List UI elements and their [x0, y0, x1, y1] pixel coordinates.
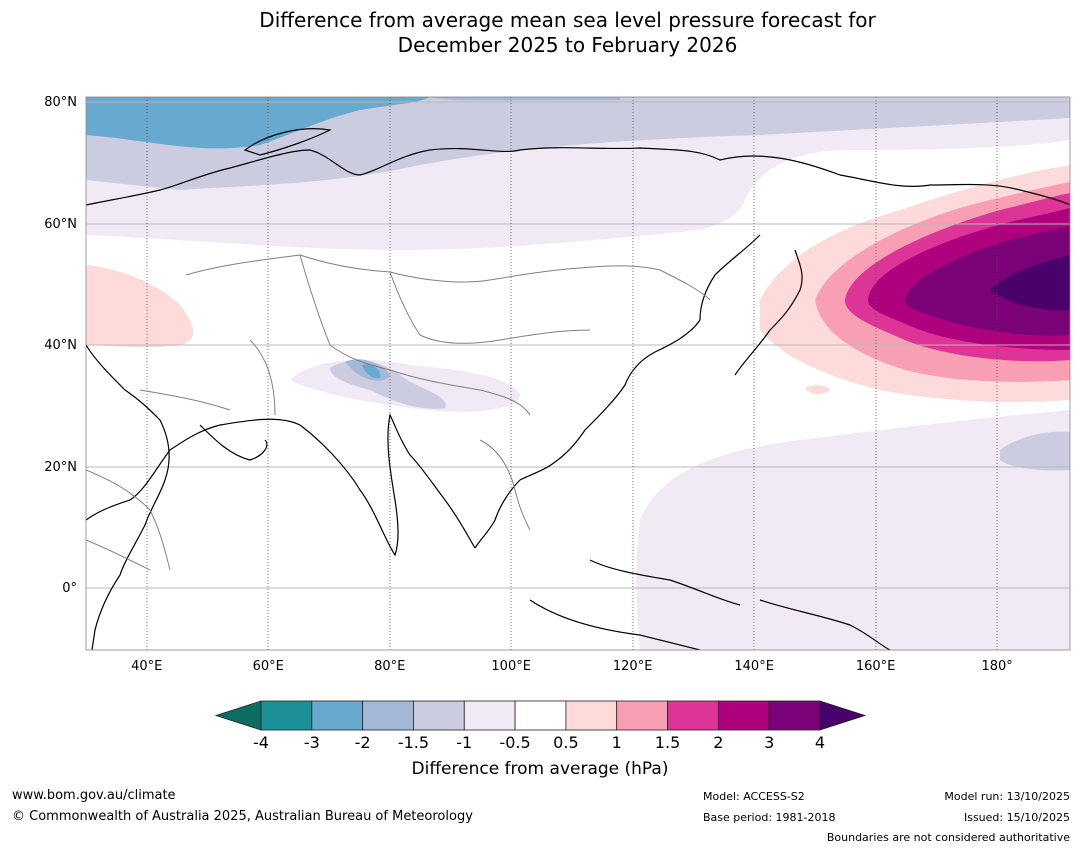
country-borders: [86, 254, 711, 571]
title-line-1: Difference from average mean sea level p…: [259, 8, 876, 32]
colorbar-tick-label: 3: [764, 733, 775, 752]
latitude-label: 20°N: [44, 459, 77, 475]
coastlines: [86, 128, 1070, 650]
model-name: Model: ACCESS-S2: [703, 790, 805, 803]
colorbar-bin: [413, 700, 465, 731]
colorbar-bin: [514, 700, 567, 731]
colorbar-bin: [311, 700, 364, 731]
title-line-2: December 2025 to February 2026: [397, 33, 738, 57]
colorbar-bin: [463, 700, 516, 731]
colorbar-tick-label: 2: [713, 733, 724, 752]
longitude-label: 100°E: [491, 659, 531, 674]
map-frame: [85, 96, 1071, 651]
colorbar-bin: [362, 700, 414, 731]
copyright-text: © Commonwealth of Australia 2025, Austra…: [12, 809, 473, 824]
latitude-label: 0°: [62, 581, 77, 597]
latitude-label: 40°N: [44, 338, 77, 354]
pressure-anomaly-shading: [86, 97, 1070, 650]
longitude-label: 120°E: [612, 659, 653, 674]
latitude-gridlines: [86, 101, 1070, 589]
colorbar-arrow-low: [214, 700, 262, 731]
colorbar-bin: [667, 700, 719, 731]
colorbar-tick-label: 0.5: [553, 733, 579, 752]
colorbar-bin: [565, 700, 618, 731]
colorbar-bin: [616, 700, 668, 731]
colorbar-bin: [768, 700, 821, 731]
longitude-label: 180°: [981, 659, 1013, 674]
longitude-label: 140°E: [734, 659, 774, 674]
map: [85, 96, 1071, 651]
colorbar-tick-label: 1.5: [654, 733, 681, 752]
colorbar-tick-label: -1: [456, 733, 473, 752]
issued-date: Issued: 15/10/2025: [963, 811, 1070, 824]
longitude-label: 40°E: [131, 659, 163, 674]
colorbar-tick-label: -4: [253, 733, 269, 752]
colorbar-tick-label: -2: [354, 733, 371, 752]
map-title: Difference from average mean sea level p…: [0, 8, 1081, 58]
colorbar-tick-label: -1.5: [397, 733, 430, 752]
model-run-date: Model run: 13/10/2025: [944, 790, 1070, 803]
longitude-label: 60°E: [252, 659, 284, 674]
colorbar-bin: [260, 700, 313, 731]
colorbar-label: Difference from average (hPa): [411, 759, 669, 779]
colorbar-tick-label: 4: [814, 733, 826, 752]
base-period: Base period: 1981-2018: [703, 811, 836, 824]
latitude-label: 80°N: [44, 95, 77, 111]
colorbar-tick-label: -3: [303, 733, 320, 752]
colorbar-bin: [717, 700, 770, 731]
colorbar-tick-label: -0.5: [499, 733, 531, 752]
longitude-gridlines: [146, 97, 998, 650]
latitude-label: 60°N: [44, 216, 77, 232]
colorbar-arrow-high: [819, 700, 867, 731]
boundaries-disclaimer: Boundaries are not considered authoritat…: [826, 831, 1070, 844]
colorbar-tick-label: 1: [611, 733, 622, 752]
longitude-label: 80°E: [374, 659, 406, 674]
website-link[interactable]: www.bom.gov.au/climate: [12, 788, 176, 803]
longitude-label: 160°E: [855, 659, 896, 674]
